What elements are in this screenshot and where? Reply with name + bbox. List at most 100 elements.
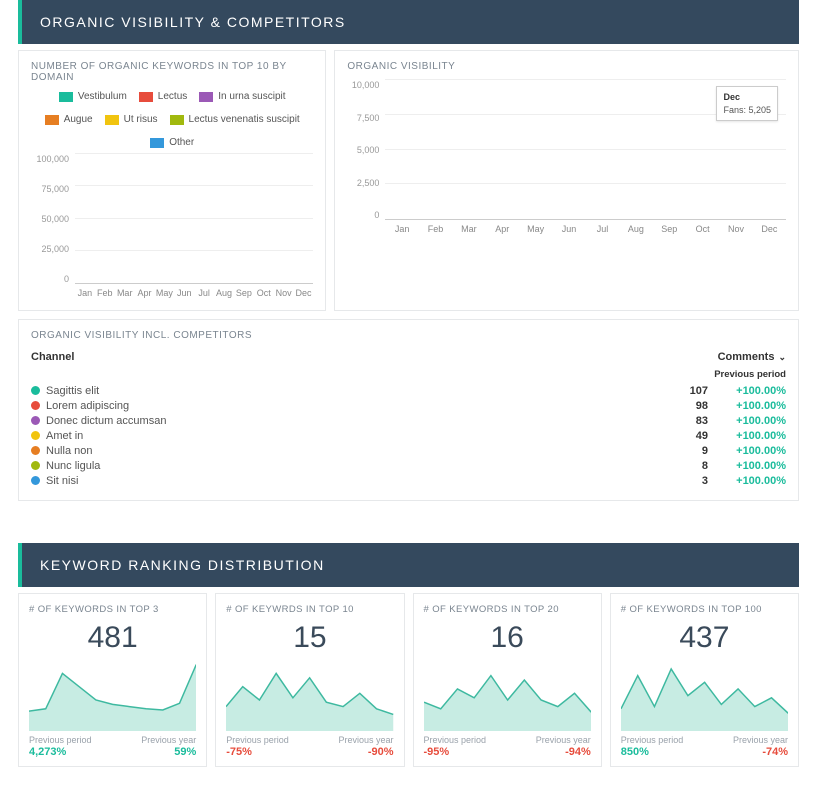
x-tick: Nov bbox=[274, 284, 294, 298]
kpi-title: # OF KEYWORDS IN TOP 20 bbox=[424, 604, 591, 615]
prev-year: Previous year-94% bbox=[536, 735, 591, 758]
legend-item[interactable]: Other bbox=[150, 137, 194, 148]
channel-name: Nunc ligula bbox=[46, 460, 666, 472]
col-comments-label: Comments bbox=[718, 351, 775, 363]
channel-value: 83 bbox=[666, 415, 708, 427]
panel-title: NUMBER OF ORGANIC KEYWORDS IN TOP 10 BY … bbox=[31, 61, 313, 83]
legend-label: Other bbox=[169, 137, 194, 148]
table-row[interactable]: Sit nisi3+100.00% bbox=[31, 473, 786, 488]
channel-value: 9 bbox=[666, 445, 708, 457]
x-tick: May bbox=[155, 284, 175, 298]
tooltip-title: Dec bbox=[723, 91, 771, 104]
section-header-visibility: ORGANIC VISIBILITY & COMPETITORS bbox=[18, 0, 799, 44]
series-dot bbox=[31, 476, 40, 485]
series-dot bbox=[31, 386, 40, 395]
table-body: Sagittis elit107+100.00%Lorem adipiscing… bbox=[31, 383, 786, 488]
legend-item[interactable]: Augue bbox=[45, 114, 93, 125]
channel-change: +100.00% bbox=[708, 415, 786, 427]
panel-title: ORGANIC VISIBILITY bbox=[347, 61, 786, 72]
prev-year: Previous year59% bbox=[141, 735, 196, 758]
channel-name: Nulla non bbox=[46, 445, 666, 457]
channel-change: +100.00% bbox=[708, 430, 786, 442]
table-row[interactable]: Donec dictum accumsan83+100.00% bbox=[31, 413, 786, 428]
channel-name: Sit nisi bbox=[46, 475, 666, 487]
x-tick: Oct bbox=[254, 284, 274, 298]
kpi-title: # OF KEYWRDS IN TOP 10 bbox=[226, 604, 393, 615]
sparkline bbox=[226, 659, 393, 731]
channel-value: 98 bbox=[666, 400, 708, 412]
kpi-value: 15 bbox=[226, 621, 393, 655]
x-tick: Apr bbox=[135, 284, 155, 298]
channel-change: +100.00% bbox=[708, 400, 786, 412]
section-header-ranking: KEYWORD RANKING DISTRIBUTION bbox=[18, 543, 799, 587]
col-comments-sort[interactable]: Comments⌄ bbox=[718, 351, 786, 363]
col-channel[interactable]: Channel bbox=[31, 351, 718, 363]
series-dot bbox=[31, 401, 40, 410]
table-row[interactable]: Nunc ligula8+100.00% bbox=[31, 458, 786, 473]
kpi-value: 481 bbox=[29, 621, 196, 655]
legend-swatch bbox=[199, 92, 213, 102]
channel-change: +100.00% bbox=[708, 445, 786, 457]
x-tick: Feb bbox=[419, 220, 452, 234]
legend-label: In urna suscipit bbox=[218, 91, 285, 102]
prev-period: Previous period-95% bbox=[424, 735, 487, 758]
prev-period: Previous period4,273% bbox=[29, 735, 92, 758]
panel-stacked-keywords: NUMBER OF ORGANIC KEYWORDS IN TOP 10 BY … bbox=[18, 50, 326, 311]
y-tick: 100,000 bbox=[36, 154, 69, 164]
x-tick: Dec bbox=[753, 220, 786, 234]
x-tick: May bbox=[519, 220, 552, 234]
x-tick: Dec bbox=[294, 284, 314, 298]
kpi-card: # OF KEYWRDS IN TOP 1015Previous period-… bbox=[215, 593, 404, 767]
channel-change: +100.00% bbox=[708, 475, 786, 487]
x-tick: Mar bbox=[452, 220, 485, 234]
series-dot bbox=[31, 416, 40, 425]
y-tick: 0 bbox=[374, 210, 379, 220]
kpi-title: # OF KEYWORDS IN TOP 100 bbox=[621, 604, 788, 615]
chart-legend: Vestibulum Lectus In urna suscipit Augue Ut … bbox=[31, 91, 313, 148]
sparkline bbox=[424, 659, 591, 731]
table-row[interactable]: Lorem adipiscing98+100.00% bbox=[31, 398, 786, 413]
chart-plot: Dec Fans: 5,205 bbox=[385, 80, 786, 220]
kpi-card: # OF KEYWORDS IN TOP 100 437 Previous peri… bbox=[610, 593, 799, 767]
legend-item[interactable]: Ut risus bbox=[105, 114, 158, 125]
y-tick: 2,500 bbox=[357, 178, 380, 188]
table-sublabel: Previous period bbox=[31, 369, 786, 383]
y-tick: 7,500 bbox=[357, 113, 380, 123]
legend-item[interactable]: Vestibulum bbox=[59, 91, 127, 102]
y-tick: 25,000 bbox=[41, 244, 69, 254]
kpi-card: # OF KEYWORDS IN TOP 20 16 Previous period… bbox=[413, 593, 602, 767]
channel-name: Sagittis elit bbox=[46, 385, 666, 397]
kpi-card: # OF KEYWORDS IN TOP 3 481 Previous period… bbox=[18, 593, 207, 767]
table-row[interactable]: Amet in49+100.00% bbox=[31, 428, 786, 443]
legend-item[interactable]: Lectus venenatis suscipit bbox=[170, 114, 300, 125]
x-tick: Jun bbox=[552, 220, 585, 234]
panel-title: ORGANIC VISIBILITY INCL. COMPETITORS bbox=[31, 330, 786, 341]
legend-label: Augue bbox=[64, 114, 93, 125]
y-tick: 75,000 bbox=[41, 184, 69, 194]
kpi-value: 437 bbox=[621, 621, 788, 655]
kpi-title: # OF KEYWORDS IN TOP 3 bbox=[29, 604, 196, 615]
table-header: Channel Comments⌄ bbox=[31, 349, 786, 369]
channel-value: 49 bbox=[666, 430, 708, 442]
series-dot bbox=[31, 431, 40, 440]
table-row[interactable]: Sagittis elit107+100.00% bbox=[31, 383, 786, 398]
prev-period: Previous period850% bbox=[621, 735, 684, 758]
sparkline bbox=[621, 659, 788, 731]
kpi-value: 16 bbox=[424, 621, 591, 655]
channel-name: Amet in bbox=[46, 430, 666, 442]
channel-value: 3 bbox=[666, 475, 708, 487]
x-tick: Oct bbox=[686, 220, 719, 234]
x-tick: Jul bbox=[194, 284, 214, 298]
chart-plot bbox=[75, 154, 313, 284]
legend-item[interactable]: In urna suscipit bbox=[199, 91, 285, 102]
legend-item[interactable]: Lectus bbox=[139, 91, 187, 102]
legend-label: Lectus venenatis suscipit bbox=[189, 114, 300, 125]
prev-year: Previous year-74% bbox=[733, 735, 788, 758]
panel-organic-visibility: ORGANIC VISIBILITY 10,0007,5005,0002,500… bbox=[334, 50, 799, 311]
series-dot bbox=[31, 446, 40, 455]
x-axis: JanFebMarAprMayJunJulAugSepOctNovDec bbox=[75, 284, 313, 298]
channel-value: 107 bbox=[666, 385, 708, 397]
table-row[interactable]: Nulla non9+100.00% bbox=[31, 443, 786, 458]
legend-swatch bbox=[105, 115, 119, 125]
x-tick: Jul bbox=[586, 220, 619, 234]
